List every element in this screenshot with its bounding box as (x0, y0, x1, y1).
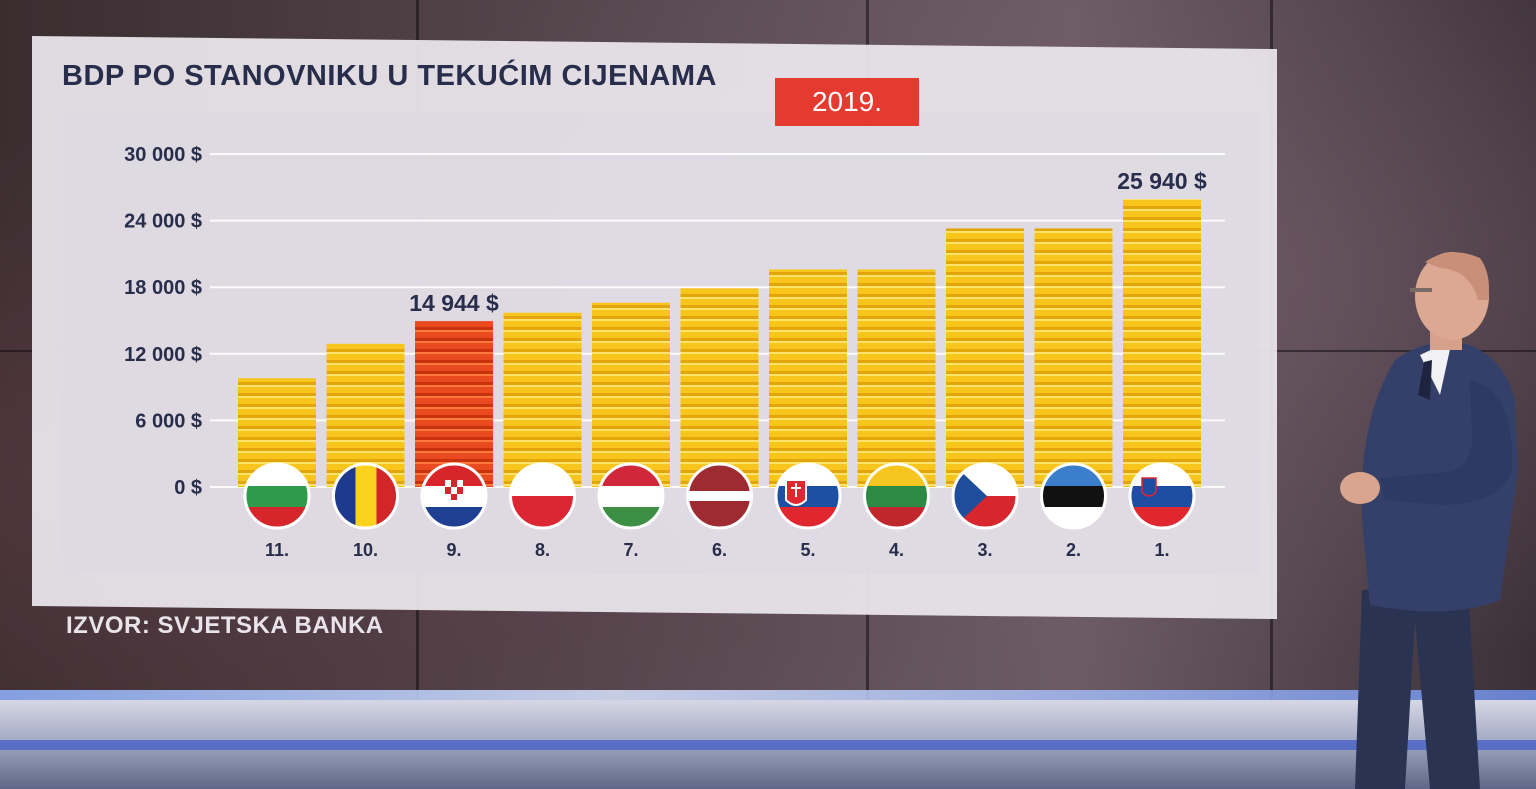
flag-ring (774, 462, 842, 530)
rank-label: 8. (535, 540, 550, 560)
flag-ring (1040, 462, 1107, 530)
bar (857, 269, 936, 487)
rank-label: 11. (265, 540, 289, 560)
y-tick-label: 6 000 $ (135, 410, 202, 432)
bar (592, 302, 670, 487)
rank-label: 3. (977, 540, 992, 560)
bar (415, 321, 493, 487)
y-tick-label: 24 000 $ (124, 211, 202, 233)
rank-label: 6. (712, 540, 727, 560)
y-tick-label: 12 000 $ (124, 344, 202, 366)
y-tick-label: 0 $ (174, 477, 202, 499)
flag-ring (332, 462, 399, 530)
flag-ring (597, 462, 665, 530)
bar (503, 312, 582, 487)
bar (946, 228, 1024, 487)
bar (680, 288, 759, 487)
flag-ring (951, 462, 1019, 530)
rank-label: 10. (353, 540, 378, 560)
bar (1034, 228, 1113, 487)
bar (769, 269, 847, 487)
bar-value-label: 14 944 $ (409, 290, 499, 316)
flag-ring (509, 462, 576, 530)
bar (1123, 199, 1201, 488)
flag-ring (686, 462, 753, 530)
rank-label: 4. (889, 540, 904, 560)
rank-label: 2. (1066, 540, 1081, 560)
source-label: IZVOR: SVJETSKA BANKA (66, 612, 384, 639)
year-badge: 2019. (775, 78, 919, 126)
y-tick-label: 18 000 $ (124, 277, 202, 299)
y-tick-label: 30 000 $ (124, 144, 202, 166)
latvia-flag-icon (687, 464, 752, 528)
rank-label: 7. (623, 540, 638, 560)
flag-ring (1128, 462, 1196, 530)
floor-stripe (0, 740, 1536, 750)
bar-value-label: 25 940 $ (1117, 168, 1207, 194)
flag-ring (863, 462, 930, 530)
flag-ring (420, 462, 488, 530)
chart-title: BDP PO STANOVNIKU U TEKUĆIM CIJENAMA (62, 60, 717, 92)
rank-label: 5. (800, 540, 815, 560)
flag-ring (243, 462, 311, 530)
rank-label: 1. (1154, 540, 1169, 560)
rank-label: 9. (446, 540, 461, 560)
